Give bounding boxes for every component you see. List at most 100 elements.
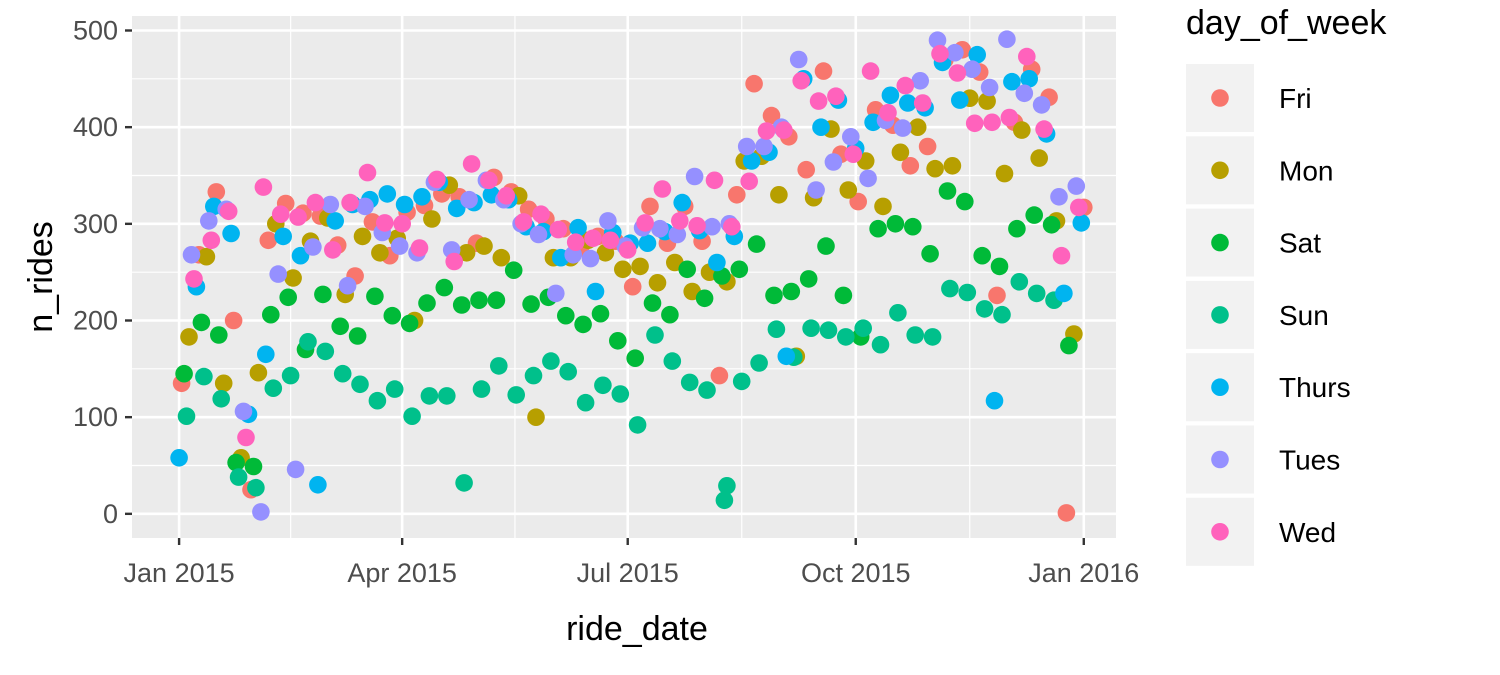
legend-label: Sat	[1279, 228, 1321, 259]
legend-item-thurs: Thurs	[1186, 353, 1351, 422]
data-point	[792, 72, 810, 90]
data-point	[767, 320, 786, 339]
data-point	[410, 239, 429, 257]
data-point	[646, 326, 664, 344]
data-point	[192, 313, 211, 332]
x-tick-label: Apr 2015	[347, 558, 457, 588]
y-tick-label: 400	[73, 112, 118, 142]
data-point	[708, 253, 726, 272]
data-point	[180, 328, 198, 346]
y-tick-label: 100	[73, 402, 118, 432]
data-point	[566, 233, 585, 251]
data-point	[802, 319, 820, 338]
data-point	[742, 152, 761, 170]
legend-swatch	[1211, 306, 1229, 324]
data-point	[737, 137, 756, 156]
data-point	[249, 363, 268, 382]
data-point	[445, 252, 464, 271]
data-point	[614, 260, 632, 279]
data-point	[1015, 84, 1034, 103]
series-wed	[185, 44, 1088, 447]
data-point	[807, 181, 825, 199]
data-point	[214, 374, 233, 393]
data-point	[695, 289, 714, 308]
data-point	[948, 64, 967, 82]
data-point	[1060, 336, 1078, 355]
data-point	[395, 195, 414, 214]
data-point	[975, 300, 994, 318]
data-point	[663, 352, 682, 370]
data-point	[899, 94, 917, 112]
data-point	[1032, 96, 1051, 114]
data-point	[324, 241, 342, 259]
data-point	[765, 286, 783, 305]
data-point	[289, 208, 307, 226]
data-point	[599, 212, 617, 230]
data-point	[257, 345, 275, 364]
data-point	[757, 122, 776, 140]
data-point	[219, 202, 238, 221]
data-point	[321, 195, 340, 214]
data-point	[881, 86, 900, 105]
data-point	[618, 241, 637, 259]
data-point	[356, 197, 374, 216]
data-point	[333, 364, 352, 383]
data-point	[653, 180, 672, 198]
data-point	[376, 214, 394, 232]
data-point	[797, 160, 815, 179]
data-point	[732, 372, 751, 391]
x-tick-label: Oct 2015	[801, 558, 911, 588]
data-point	[723, 217, 741, 236]
data-point	[809, 92, 828, 110]
data-point	[1057, 504, 1076, 522]
data-point	[926, 159, 944, 178]
data-point	[200, 212, 218, 230]
data-point	[1055, 284, 1073, 303]
data-point	[874, 197, 892, 216]
data-point	[522, 295, 540, 313]
y-tick-label: 500	[73, 16, 118, 46]
data-point	[923, 328, 942, 346]
legend-label: Fri	[1279, 83, 1312, 114]
legend-swatch	[1211, 523, 1229, 541]
legend-label: Wed	[1279, 517, 1336, 548]
data-point	[931, 44, 949, 63]
data-point	[998, 30, 1016, 48]
data-point	[906, 326, 924, 344]
data-point	[576, 393, 595, 412]
data-point	[713, 267, 731, 285]
data-point	[341, 193, 359, 212]
data-point	[673, 193, 691, 212]
data-point	[626, 349, 644, 368]
data-point	[492, 248, 511, 267]
data-point	[688, 217, 706, 235]
data-point	[222, 224, 240, 243]
data-point	[547, 284, 565, 303]
data-point	[557, 306, 575, 325]
data-point	[968, 45, 986, 64]
data-point	[740, 172, 758, 191]
data-point	[918, 137, 937, 156]
data-point	[306, 193, 325, 212]
data-point	[475, 237, 493, 255]
data-point	[894, 119, 912, 137]
data-point	[995, 164, 1014, 183]
data-point	[247, 478, 265, 497]
data-point	[202, 231, 221, 250]
data-point	[331, 317, 350, 336]
legend-item-fri: Fri	[1186, 64, 1312, 132]
data-point	[351, 375, 369, 394]
legend-item-sat: Sat	[1186, 208, 1321, 277]
data-point	[316, 342, 335, 361]
data-point	[789, 50, 808, 69]
data-point	[671, 212, 689, 230]
data-point	[170, 449, 188, 467]
data-point	[1000, 108, 1019, 127]
data-point	[207, 183, 226, 201]
data-point	[244, 457, 263, 476]
data-point	[631, 257, 649, 276]
data-point	[901, 157, 920, 175]
data-point	[921, 245, 939, 263]
data-point	[710, 366, 729, 385]
data-point	[978, 92, 996, 110]
